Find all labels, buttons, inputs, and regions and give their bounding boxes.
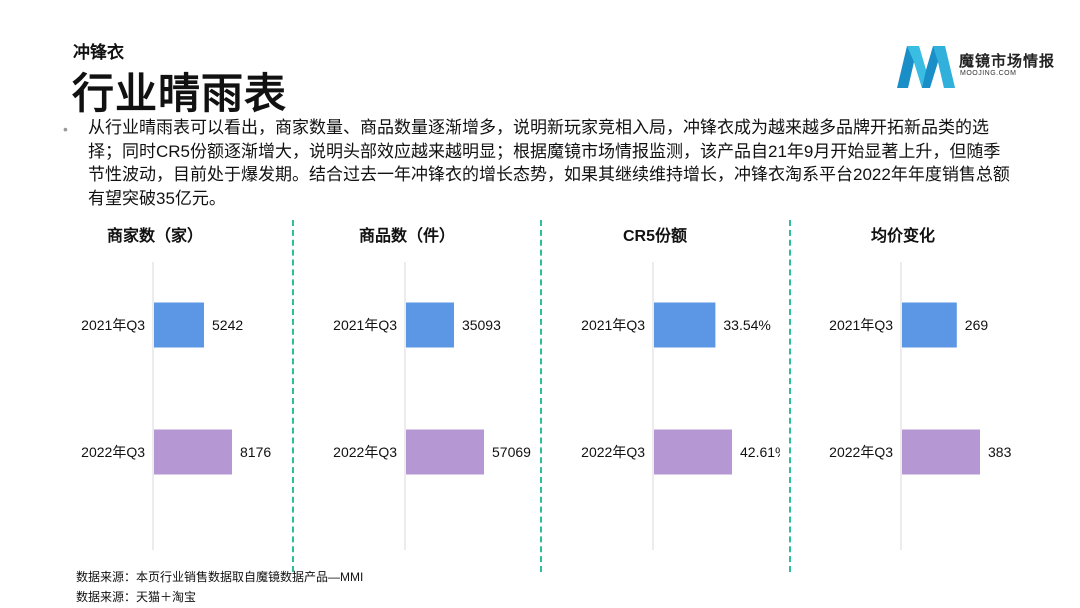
bar-2021q3 (154, 302, 205, 348)
data-label: 42.61% (740, 444, 780, 460)
data-label: 8176 (240, 444, 271, 460)
category-label: 2021年Q3 (81, 317, 145, 333)
chart-avg-price: 2021年Q3 269 2022年Q3 383 (829, 262, 1012, 550)
source-note-1: 数据来源：本页行业销售数据取自魔镜数据产品—MMI (76, 570, 364, 584)
summary-paragraph: 从行业晴雨表可以看出，商家数量、商品数量逐渐增多，说明新玩家竞相入局，冲锋衣成为… (88, 118, 1010, 208)
bar-2022q3 (406, 429, 484, 475)
divider-3 (789, 220, 791, 572)
bar-2022q3 (154, 429, 232, 475)
chart-merchants: 2021年Q3 5242 2022年Q3 8176 (81, 262, 271, 550)
bar-2021q3 (406, 302, 454, 348)
brand-name: 魔镜市场情报 (959, 53, 1056, 70)
data-label: 5242 (212, 317, 243, 333)
category-label: 2022年Q3 (81, 444, 145, 460)
chart-panel-price: 均价变化 2021年Q3 269 2022年Q3 383 (778, 222, 1028, 552)
divider-2 (540, 220, 542, 572)
chart-title: 商家数（家） (106, 228, 203, 245)
category-label: 2021年Q3 (829, 317, 893, 333)
divider-1 (292, 220, 294, 572)
bar-2021q3 (902, 302, 957, 348)
chart-panel-cr5: CR5份额 2021年Q3 33.54% 2022年Q3 42.61% (530, 222, 780, 552)
bullet-dot: • (63, 121, 68, 137)
page-title: 行业晴雨表 (72, 70, 288, 117)
chart-title: 商品数（件） (358, 228, 455, 245)
bar-2022q3 (654, 429, 732, 475)
chart-title: CR5份额 (622, 228, 687, 245)
chart-title: 均价变化 (870, 228, 935, 245)
data-label: 33.54% (723, 317, 770, 333)
brand-url: MOOJING.COM (960, 70, 1017, 77)
category-label: 2022年Q3 (829, 444, 893, 460)
bar-2021q3 (654, 302, 716, 348)
data-label: 35093 (462, 317, 501, 333)
chart-panel-products: 商品数（件） 2021年Q3 35093 2022年Q3 57069 (282, 222, 532, 552)
source-note-2: 数据来源：天猫＋淘宝 (76, 590, 197, 604)
bar-2022q3 (902, 429, 980, 475)
category-label: 2022年Q3 (581, 444, 645, 460)
category-label: 2022年Q3 (333, 444, 397, 460)
chart-products: 2021年Q3 35093 2022年Q3 57069 (333, 262, 531, 550)
data-label: 269 (965, 317, 989, 333)
data-label: 57069 (492, 444, 531, 460)
chart-panel-merchants: 商家数（家） 2021年Q3 5242 2022年Q3 8176 (30, 222, 280, 552)
category-label: 2021年Q3 (333, 317, 397, 333)
section-kicker: 冲锋衣 (73, 43, 124, 62)
chart-cr5: 2021年Q3 33.54% 2022年Q3 42.61% (581, 262, 780, 550)
data-label: 383 (988, 444, 1012, 460)
category-label: 2021年Q3 (581, 317, 645, 333)
moojing-logo-icon (897, 46, 955, 88)
